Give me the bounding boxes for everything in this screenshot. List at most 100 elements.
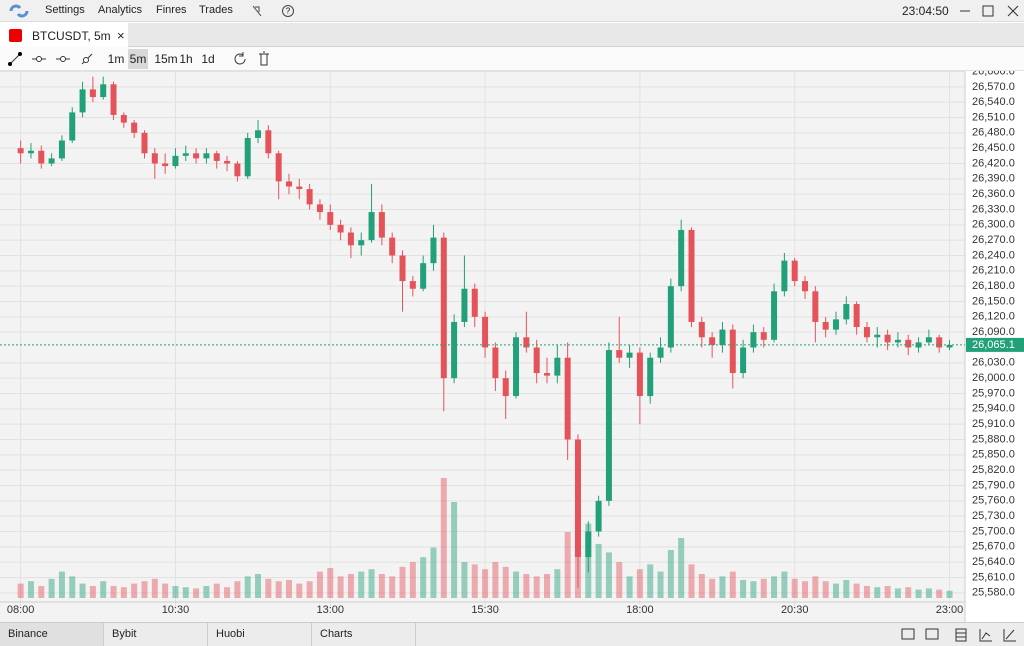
candle-body bbox=[657, 347, 664, 358]
chart: 25,580.0 25,610.0 25,640.0 25,670.0 25,700.0… bbox=[0, 71, 1024, 622]
candle-body bbox=[564, 357, 571, 440]
candle-body bbox=[595, 500, 602, 532]
volume-bar bbox=[409, 562, 416, 598]
status-icons[interactable] bbox=[898, 627, 1020, 643]
volume-bar bbox=[27, 581, 34, 598]
volume-bar bbox=[38, 586, 45, 598]
tab-close[interactable]: × bbox=[117, 28, 125, 43]
candle-body bbox=[719, 329, 726, 345]
tab[interactable]: BTCUSDT, 5m × bbox=[0, 23, 128, 47]
volume-bar bbox=[285, 580, 292, 598]
volume-bar bbox=[234, 581, 241, 598]
menu-item[interactable]: Trades bbox=[199, 4, 233, 16]
volume-bar bbox=[110, 586, 117, 598]
volume-bar bbox=[89, 586, 96, 598]
y-tick-label: 26,270.0 bbox=[972, 234, 1015, 246]
interval-button[interactable]: 1m bbox=[107, 52, 125, 66]
candle-body bbox=[213, 153, 220, 161]
volume-bar bbox=[203, 586, 210, 598]
volume-bar bbox=[905, 587, 912, 598]
y-tick-label: 25,640.0 bbox=[972, 556, 1015, 568]
volume-bar bbox=[440, 478, 447, 598]
y-tick-label: 26,570.0 bbox=[972, 81, 1015, 93]
volume-bar bbox=[863, 586, 870, 598]
candle-body bbox=[616, 350, 623, 358]
candle-body bbox=[38, 150, 45, 164]
candle-body bbox=[275, 153, 282, 182]
volume-bar bbox=[48, 578, 55, 598]
volume-bar bbox=[131, 583, 138, 598]
y-tick-label: 26,090.0 bbox=[972, 326, 1015, 338]
volume-bar bbox=[337, 576, 344, 598]
candle-body bbox=[296, 186, 303, 190]
candle-body bbox=[234, 163, 241, 177]
volume-bar bbox=[595, 544, 602, 598]
exchange-tab[interactable]: Binance bbox=[0, 623, 104, 646]
volume-bar bbox=[451, 502, 458, 598]
candle-body bbox=[285, 181, 292, 187]
candle-body bbox=[492, 347, 499, 379]
menu-icons[interactable]: ? bbox=[250, 4, 298, 18]
candle-body bbox=[451, 321, 458, 379]
last-price-label: 26,065.1 bbox=[972, 339, 1015, 351]
y-tick-label: 25,730.0 bbox=[972, 510, 1015, 522]
volume-bar bbox=[461, 562, 468, 598]
candle-body bbox=[69, 112, 76, 141]
y-tick-label: 25,670.0 bbox=[972, 541, 1015, 553]
y-tick-label: 26,300.0 bbox=[972, 219, 1015, 231]
y-tick-label: 25,610.0 bbox=[972, 571, 1015, 583]
volume-bar bbox=[502, 566, 509, 598]
candle-body bbox=[182, 153, 189, 156]
candle-body bbox=[151, 153, 158, 164]
volume-bar bbox=[657, 571, 664, 598]
candle-body bbox=[636, 352, 643, 397]
volume-bar bbox=[296, 583, 303, 598]
y-tick-label: 26,000.0 bbox=[972, 372, 1015, 384]
candle-body bbox=[771, 291, 778, 340]
volume-bar bbox=[482, 569, 489, 598]
window-controls[interactable] bbox=[956, 4, 1020, 18]
candle-body bbox=[802, 281, 809, 292]
volume-bar bbox=[182, 587, 189, 598]
volume-bar bbox=[399, 566, 406, 598]
candle-body bbox=[120, 114, 127, 123]
volume-bar bbox=[740, 580, 747, 598]
volume-bar bbox=[420, 557, 427, 598]
volume-bar bbox=[605, 552, 612, 598]
candle-body bbox=[337, 224, 344, 233]
exchange-tab[interactable]: Huobi bbox=[208, 623, 312, 646]
candle-body bbox=[678, 229, 685, 287]
y-tick-label: 26,210.0 bbox=[972, 265, 1015, 277]
candle-body bbox=[255, 130, 262, 138]
interval-button[interactable]: 1h bbox=[179, 52, 193, 66]
volume-bar bbox=[316, 571, 323, 598]
candle-body bbox=[574, 439, 581, 558]
interval-button[interactable]: 15m bbox=[154, 52, 178, 66]
menu-item[interactable]: Analytics bbox=[98, 4, 143, 16]
y-tick-label: 25,820.0 bbox=[972, 464, 1015, 476]
candle-body bbox=[750, 332, 757, 348]
exchange-tab[interactable]: Bybit bbox=[104, 623, 208, 646]
volume-bar bbox=[378, 574, 385, 598]
exchange-tab[interactable]: Charts bbox=[312, 623, 416, 646]
candle-body bbox=[544, 373, 551, 376]
candle-body bbox=[58, 140, 65, 159]
candle-body bbox=[905, 339, 912, 348]
y-tick-label: 25,880.0 bbox=[972, 433, 1015, 445]
chart-actions[interactable] bbox=[232, 51, 274, 67]
interval-button[interactable]: 5m bbox=[128, 49, 148, 69]
y-tick-label: 26,360.0 bbox=[972, 188, 1015, 200]
menu-item[interactable]: Finres bbox=[156, 4, 187, 16]
draw-tools[interactable] bbox=[6, 51, 98, 67]
candle-body bbox=[688, 229, 695, 322]
candle-body bbox=[533, 347, 540, 374]
volume-bar bbox=[832, 583, 839, 598]
menu-item[interactable]: Settings bbox=[45, 4, 85, 16]
volume-bar bbox=[172, 586, 179, 598]
candle-body bbox=[131, 122, 138, 133]
volume-bar bbox=[79, 583, 86, 598]
interval-button[interactable]: 1d bbox=[201, 52, 215, 66]
volume-bar bbox=[688, 564, 695, 598]
volume-bar bbox=[265, 578, 272, 598]
